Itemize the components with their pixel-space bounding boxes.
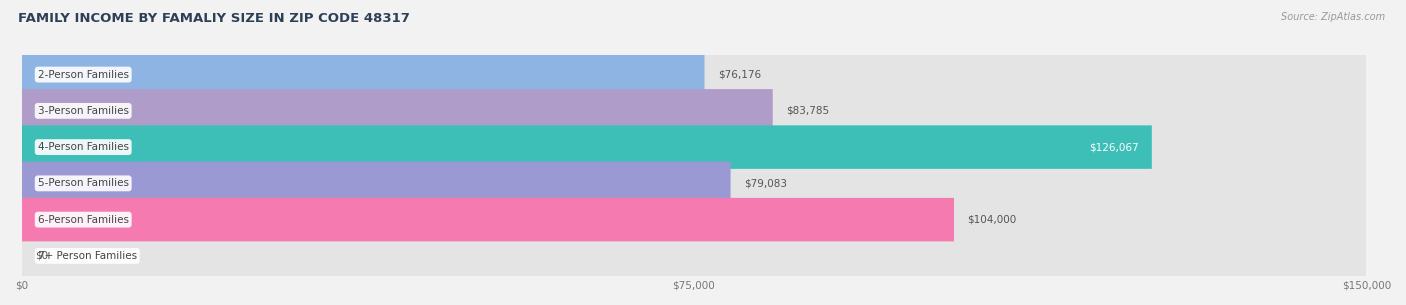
FancyBboxPatch shape <box>21 162 731 205</box>
Text: Source: ZipAtlas.com: Source: ZipAtlas.com <box>1281 12 1385 22</box>
Text: 6-Person Families: 6-Person Families <box>38 215 129 224</box>
Text: 7+ Person Families: 7+ Person Families <box>38 251 136 261</box>
Text: $104,000: $104,000 <box>967 215 1017 224</box>
FancyBboxPatch shape <box>21 125 1367 169</box>
Text: 3-Person Families: 3-Person Families <box>38 106 129 116</box>
Text: 5-Person Families: 5-Person Families <box>38 178 129 188</box>
Text: 2-Person Families: 2-Person Families <box>38 70 129 80</box>
FancyBboxPatch shape <box>21 89 773 133</box>
Text: $83,785: $83,785 <box>786 106 830 116</box>
FancyBboxPatch shape <box>21 89 1367 133</box>
Text: FAMILY INCOME BY FAMALIY SIZE IN ZIP CODE 48317: FAMILY INCOME BY FAMALIY SIZE IN ZIP COD… <box>18 12 411 25</box>
FancyBboxPatch shape <box>21 198 953 241</box>
Text: $0: $0 <box>35 251 48 261</box>
FancyBboxPatch shape <box>21 53 1367 96</box>
Text: $126,067: $126,067 <box>1088 142 1139 152</box>
Text: $76,176: $76,176 <box>718 70 761 80</box>
FancyBboxPatch shape <box>21 162 1367 205</box>
FancyBboxPatch shape <box>21 198 1367 241</box>
FancyBboxPatch shape <box>21 125 1152 169</box>
FancyBboxPatch shape <box>21 53 704 96</box>
Text: 4-Person Families: 4-Person Families <box>38 142 129 152</box>
FancyBboxPatch shape <box>21 234 1367 278</box>
Text: $79,083: $79,083 <box>744 178 787 188</box>
